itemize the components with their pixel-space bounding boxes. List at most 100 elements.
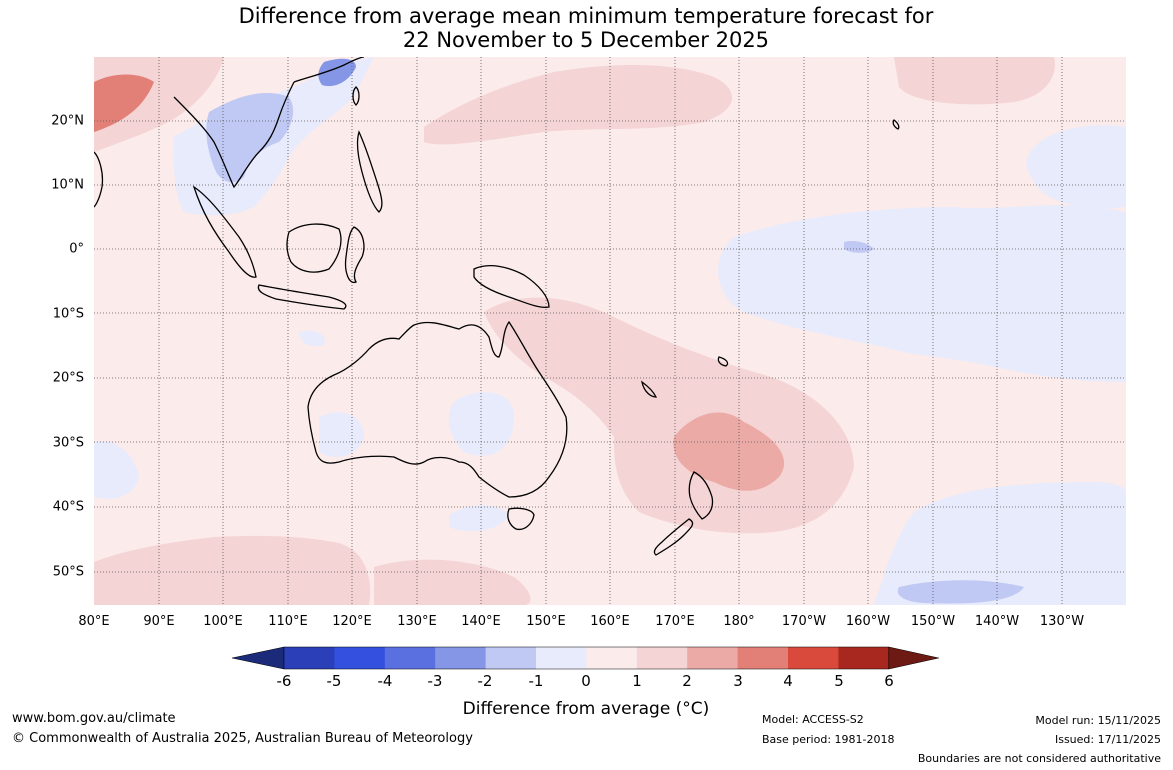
colorbar-tick: 5 <box>834 672 844 690</box>
colorbar-swatch <box>485 647 537 669</box>
colorbar-legend <box>231 645 942 675</box>
website-text: www.bom.gov.au/climate <box>12 711 176 726</box>
lon-label-130w: 130°W <box>1039 614 1085 629</box>
tasman-warm-core <box>673 412 785 491</box>
longitude-gridlines <box>158 57 1063 605</box>
model-text: Model: ACCESS-S2 <box>762 713 864 726</box>
south-warm-band-east <box>374 559 531 605</box>
colorbar-tick: -6 <box>276 672 292 690</box>
colorbar-swatch <box>284 647 335 669</box>
lat-label-10n: 10°N <box>51 177 84 193</box>
colorbar-swatch <box>586 647 638 669</box>
southern-ocean-cool-core <box>897 580 1024 604</box>
indian-ocean-cool-dot <box>299 330 325 347</box>
se-asia-cool-spot <box>318 58 356 87</box>
colorbar-tick: -4 <box>377 672 393 690</box>
lon-label-160e: 160°E <box>590 614 630 629</box>
copyright-text: © Commonwealth of Australia 2025, Austra… <box>12 731 473 746</box>
lon-label-160w: 160°W <box>845 614 891 629</box>
colorbar-tick: 1 <box>632 672 642 690</box>
colorbar-swatch <box>435 647 487 669</box>
java-coast <box>257 284 347 310</box>
lat-label-equator: 0° <box>69 241 84 257</box>
fiji-coast <box>717 356 729 367</box>
colorbar-swatches <box>231 646 939 670</box>
lat-label-10s: 10°S <box>52 306 84 322</box>
lon-label-120e: 120°E <box>332 614 372 629</box>
lat-label-50s: 50°S <box>52 564 84 580</box>
china-coast <box>293 57 365 83</box>
colorbar-tick: 3 <box>733 672 743 690</box>
new-guinea-coast <box>473 265 550 308</box>
india-coast <box>94 151 104 208</box>
sumatra-coast <box>192 185 257 278</box>
lon-label-180: 180° <box>723 614 755 629</box>
lat-label-30s: 30°S <box>52 435 84 451</box>
colorbar-tick: -3 <box>427 672 443 690</box>
hawaii-coast <box>892 119 900 130</box>
colorbar-tick: 4 <box>783 672 793 690</box>
colorbar-svg <box>231 646 939 670</box>
colorbar-swatch <box>636 647 688 669</box>
lon-label-140w: 140°W <box>974 614 1020 629</box>
base-period-text: Base period: 1981-2018 <box>762 733 895 746</box>
lon-label-80e: 80°E <box>78 614 110 629</box>
colorbar-tick: -1 <box>528 672 544 690</box>
lon-label-110e: 110°E <box>268 614 308 629</box>
colorbar-swatch <box>838 647 890 669</box>
colorbar-swatch <box>687 647 739 669</box>
central-pacific-cool-region <box>1026 125 1126 209</box>
colorbar-title: Difference from average (°C) <box>462 699 710 719</box>
lon-label-90e: 90°E <box>143 614 175 629</box>
colorbar-swatch <box>788 647 839 669</box>
cool-spot-pacific <box>844 240 874 253</box>
model-run-text: Model run: 15/11/2025 <box>1035 714 1161 727</box>
west-aus-cool-patch <box>319 412 364 457</box>
title-line-1: Difference from average mean minimum tem… <box>238 4 934 28</box>
borneo-coast <box>286 223 342 273</box>
southern-ocean-cool-region <box>874 482 1126 605</box>
colorbar-tick: 6 <box>884 672 894 690</box>
indochina-coast <box>173 81 295 189</box>
lon-label-150w: 150°W <box>910 614 956 629</box>
taiwan-coast <box>352 86 360 106</box>
issued-text: Issued: 17/11/2025 <box>1054 733 1161 746</box>
new-zealand-south-coast <box>653 518 694 556</box>
colorbar-swatch <box>737 647 789 669</box>
lat-label-40s: 40°S <box>52 499 84 515</box>
southern-indian-warm-band <box>94 535 371 605</box>
colorbar-tick: -5 <box>326 672 342 690</box>
sulawesi-coast <box>344 226 365 284</box>
colorbar-extend-high <box>888 646 939 670</box>
colorbar-swatch <box>384 647 436 669</box>
lat-label-20s: 20°S <box>52 370 84 386</box>
disclaimer-text: Boundaries are not considered authoritat… <box>917 752 1161 765</box>
forecast-map <box>94 57 1126 605</box>
colorbar-swatch <box>334 647 386 669</box>
lat-label-20n: 20°N <box>51 113 84 129</box>
lon-label-150e: 150°E <box>526 614 566 629</box>
colorbar-outline <box>283 646 890 670</box>
indian-ocean-cool-patch <box>94 441 139 499</box>
colorbar-tick: -2 <box>477 672 493 690</box>
new-caledonia-coast <box>641 380 658 398</box>
lon-label-130e: 130°E <box>397 614 437 629</box>
philippines-coast <box>356 130 383 213</box>
se-asia-cool-core <box>206 92 294 183</box>
tasmania-coast <box>507 507 535 531</box>
tasman-cool-patch <box>449 505 509 532</box>
colorbar-extend-low <box>231 646 285 670</box>
map-title: Difference from average mean minimum tem… <box>0 4 1173 52</box>
coastlines <box>94 57 900 556</box>
title-line-2: 22 November to 5 December 2025 <box>402 28 770 52</box>
australia-coast <box>307 320 568 498</box>
pacific-cool-region <box>717 205 1126 382</box>
south-asia-warm-core <box>94 74 154 132</box>
lon-label-140e: 140°E <box>461 614 501 629</box>
colorbar-tick: 0 <box>581 672 591 690</box>
map-svg <box>94 57 1126 605</box>
colorbar-swatch <box>536 647 587 669</box>
hawaii-warm-region <box>894 57 1055 105</box>
lon-label-100e: 100°E <box>203 614 243 629</box>
north-pacific-warm-band <box>424 65 733 145</box>
